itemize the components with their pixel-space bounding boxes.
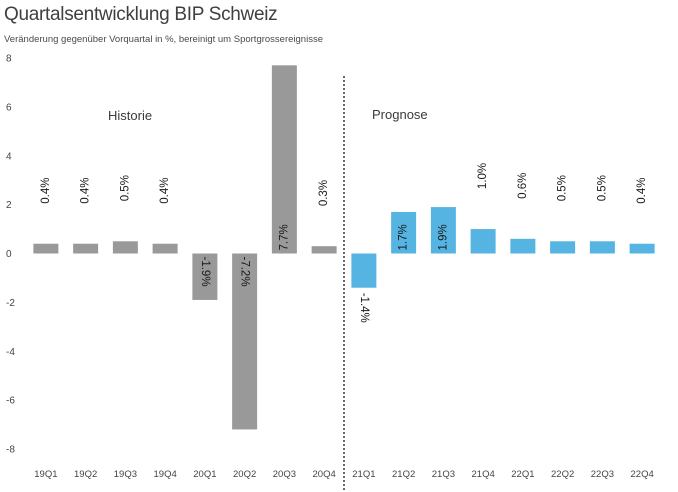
bar bbox=[112, 241, 138, 254]
bar bbox=[33, 243, 59, 254]
x-tick-label: 19Q1 bbox=[34, 469, 57, 480]
x-tick-label: 22Q1 bbox=[511, 469, 534, 480]
y-tick-label: 4 bbox=[6, 151, 12, 162]
data-label: -1.9% bbox=[199, 257, 211, 287]
bar bbox=[232, 253, 258, 430]
chart-subtitle: Veränderung gegenüber Vorquartal in %, b… bbox=[4, 34, 323, 45]
bar bbox=[351, 253, 377, 288]
data-labels: 0.4% 0.4% 0.5% 0.4% -1.9% -7.2% 7.7% 0.3% -1.4% 1… bbox=[40, 163, 648, 323]
y-tick-label: -8 bbox=[6, 445, 15, 456]
data-label: 0.5% bbox=[557, 175, 569, 201]
x-tick-label: 21Q3 bbox=[432, 469, 455, 480]
section-label-historie: Historie bbox=[108, 108, 152, 123]
data-label: 0.5% bbox=[119, 175, 131, 201]
data-label: 0.3% bbox=[318, 180, 330, 206]
bar bbox=[311, 246, 337, 254]
data-label: 0.6% bbox=[517, 173, 529, 199]
x-tick-label: 20Q2 bbox=[233, 469, 256, 480]
x-tick-label: 20Q4 bbox=[313, 469, 336, 480]
section-label-prognose: Prognose bbox=[372, 107, 428, 122]
x-tick-label: 20Q3 bbox=[273, 469, 296, 480]
y-tick-label: -2 bbox=[6, 298, 15, 309]
data-label: 0.4% bbox=[159, 178, 171, 204]
x-tick-label: 22Q3 bbox=[591, 469, 614, 480]
y-tick-label: 8 bbox=[6, 54, 12, 65]
x-tick-label: 22Q2 bbox=[551, 469, 574, 480]
bar bbox=[629, 243, 655, 254]
bar bbox=[550, 241, 576, 254]
data-label: 0.5% bbox=[596, 175, 608, 201]
y-axis: 8 6 4 2 0 -2 -4 -6 -8 bbox=[6, 54, 15, 456]
x-tick-label: 21Q2 bbox=[392, 469, 415, 480]
x-tick-label: 22Q4 bbox=[631, 469, 654, 480]
y-tick-label: 2 bbox=[6, 200, 12, 211]
data-label: 7.7% bbox=[278, 224, 290, 250]
bar bbox=[589, 241, 615, 254]
y-tick-label: 6 bbox=[6, 102, 12, 113]
bar bbox=[391, 211, 417, 254]
x-tick-label: 20Q1 bbox=[193, 469, 216, 480]
data-label: -1.4% bbox=[358, 293, 370, 323]
data-label: 0.4% bbox=[40, 178, 52, 204]
bar bbox=[192, 253, 218, 300]
bar bbox=[510, 238, 536, 254]
bars bbox=[33, 65, 655, 430]
bar bbox=[430, 207, 456, 254]
data-label: 0.4% bbox=[636, 178, 648, 204]
data-label: 1.0% bbox=[477, 163, 489, 189]
x-tick-label: 21Q1 bbox=[352, 469, 375, 480]
x-tick-label: 19Q4 bbox=[154, 469, 177, 480]
data-label: 1.7% bbox=[398, 224, 410, 250]
y-tick-label: -4 bbox=[6, 347, 15, 358]
bar bbox=[271, 65, 297, 254]
data-label: 1.9% bbox=[437, 224, 449, 250]
y-tick-label: 0 bbox=[6, 249, 12, 260]
chart-title: Quartalsentwicklung BIP Schweiz bbox=[4, 4, 278, 25]
data-label: -7.2% bbox=[239, 257, 251, 287]
y-tick-label: -6 bbox=[6, 396, 15, 407]
data-label: 0.4% bbox=[80, 178, 92, 204]
x-tick-label: 19Q2 bbox=[74, 469, 97, 480]
bar bbox=[73, 243, 99, 254]
bar bbox=[152, 243, 178, 254]
bar bbox=[470, 229, 496, 254]
x-axis: 19Q1 19Q2 19Q3 19Q4 20Q1 20Q2 20Q3 20Q4 21Q1 21Q2… bbox=[34, 469, 654, 480]
x-tick-label: 21Q4 bbox=[472, 469, 495, 480]
x-tick-label: 19Q3 bbox=[114, 469, 137, 480]
